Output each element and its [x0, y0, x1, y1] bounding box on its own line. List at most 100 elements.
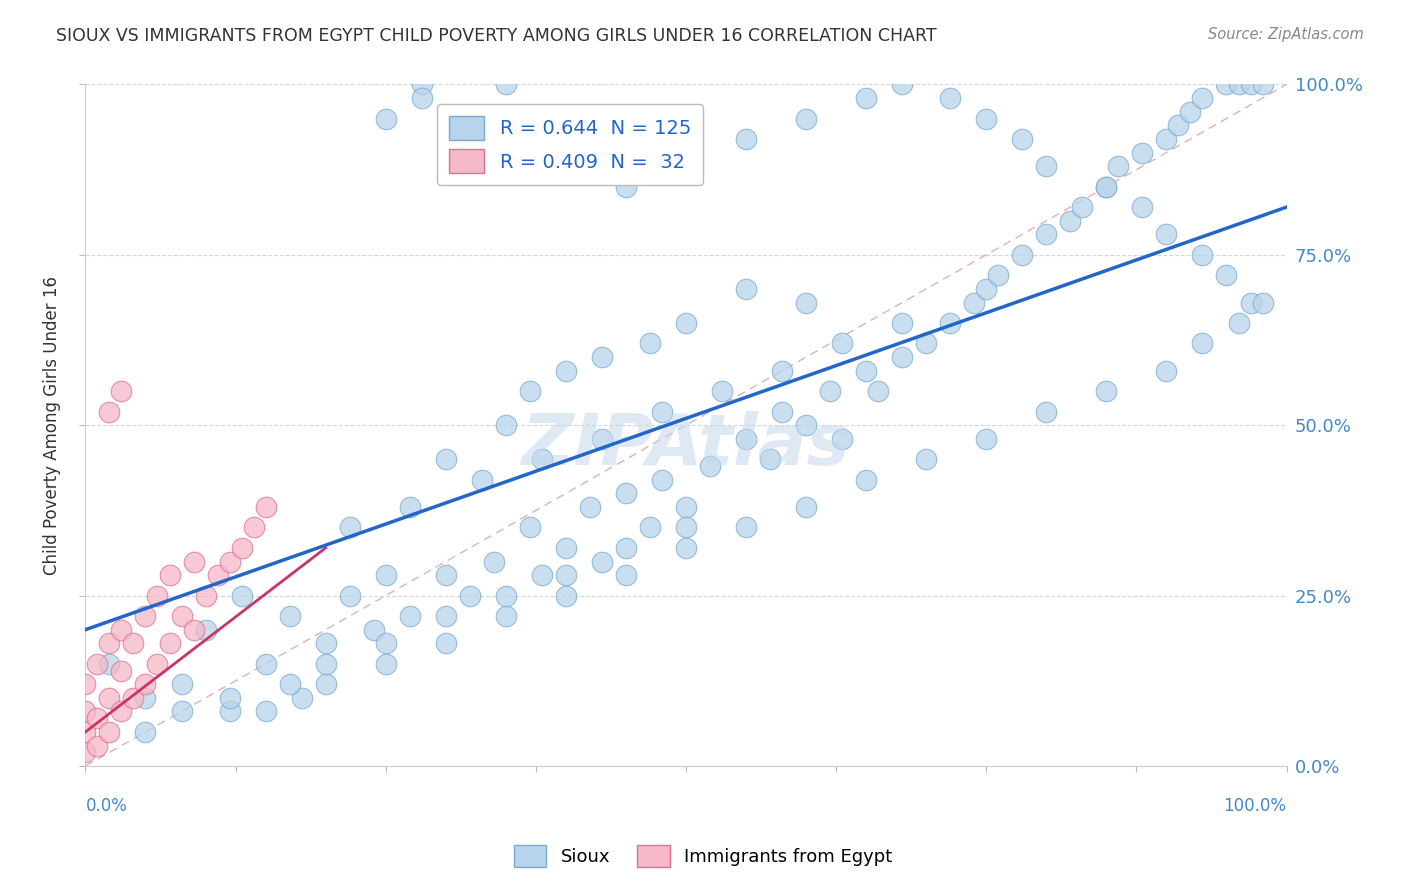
Point [939, 316, 962, 330]
Point [291, 690, 314, 705]
Point [495, 609, 517, 624]
Point [1011, 132, 1033, 146]
Point [591, 350, 613, 364]
Point [675, 541, 697, 555]
Point [411, 91, 433, 105]
Point [1132, 145, 1154, 160]
Point [915, 336, 938, 351]
Point [363, 623, 385, 637]
Point [134, 677, 156, 691]
Point [254, 657, 277, 671]
Point [374, 568, 396, 582]
Point [339, 589, 361, 603]
Point [675, 520, 697, 534]
Point [86, 657, 108, 671]
Point [974, 282, 997, 296]
Point [891, 350, 914, 364]
Point [122, 690, 145, 705]
Point [1167, 119, 1189, 133]
Point [482, 555, 505, 569]
Point [1095, 179, 1118, 194]
Point [794, 418, 817, 433]
Point [1035, 227, 1057, 242]
Point [1132, 200, 1154, 214]
Text: ZIPAtlas: ZIPAtlas [522, 411, 851, 480]
Text: 100.0%: 100.0% [1223, 797, 1286, 814]
Point [651, 404, 673, 418]
Point [75, 705, 97, 719]
Point [183, 623, 205, 637]
Point [1011, 248, 1033, 262]
Point [170, 705, 193, 719]
Point [398, 609, 420, 624]
Point [75, 725, 97, 739]
Point [759, 452, 782, 467]
Point [278, 609, 301, 624]
Point [554, 541, 576, 555]
Text: Source: ZipAtlas.com: Source: ZipAtlas.com [1208, 27, 1364, 42]
Point [1215, 78, 1237, 92]
Point [530, 452, 553, 467]
Point [519, 384, 541, 399]
Point [1035, 404, 1057, 418]
Point [891, 78, 914, 92]
Point [1227, 316, 1250, 330]
Point [770, 364, 793, 378]
Point [495, 78, 517, 92]
Point [1059, 213, 1081, 227]
Point [735, 132, 758, 146]
Point [530, 568, 553, 582]
Point [1180, 104, 1202, 119]
Legend: Sioux, Immigrants from Egypt: Sioux, Immigrants from Egypt [506, 838, 900, 874]
Point [315, 636, 337, 650]
Point [183, 555, 205, 569]
Point [1191, 91, 1213, 105]
Point [675, 316, 697, 330]
Point [495, 589, 517, 603]
Point [554, 589, 576, 603]
Point [170, 609, 193, 624]
Point [159, 568, 181, 582]
Point [194, 623, 217, 637]
Point [434, 609, 457, 624]
Point [315, 657, 337, 671]
Point [1107, 159, 1129, 173]
Point [794, 500, 817, 514]
Point [110, 384, 132, 399]
Point [207, 568, 229, 582]
Point [122, 636, 145, 650]
Point [1227, 78, 1250, 92]
Point [1095, 384, 1118, 399]
Point [614, 179, 637, 194]
Point [638, 336, 661, 351]
Point [794, 112, 817, 126]
Point [675, 159, 697, 173]
Point [98, 636, 121, 650]
Point [339, 520, 361, 534]
Point [638, 520, 661, 534]
Point [194, 589, 217, 603]
Point [1095, 179, 1118, 194]
Point [554, 364, 576, 378]
Point [75, 745, 97, 759]
Point [218, 690, 240, 705]
Point [1251, 295, 1274, 310]
Point [831, 432, 853, 446]
Point [434, 452, 457, 467]
Point [218, 705, 240, 719]
Point [519, 520, 541, 534]
Point [315, 677, 337, 691]
Point [987, 268, 1010, 283]
Point [110, 705, 132, 719]
Point [1239, 78, 1261, 92]
Point [963, 295, 986, 310]
Point [98, 404, 121, 418]
Point [110, 664, 132, 678]
Point [231, 541, 253, 555]
Point [1156, 227, 1178, 242]
Point [1239, 295, 1261, 310]
Point [254, 705, 277, 719]
Point [735, 520, 758, 534]
Y-axis label: Child Poverty Among Girls Under 16: Child Poverty Among Girls Under 16 [44, 276, 60, 574]
Point [554, 568, 576, 582]
